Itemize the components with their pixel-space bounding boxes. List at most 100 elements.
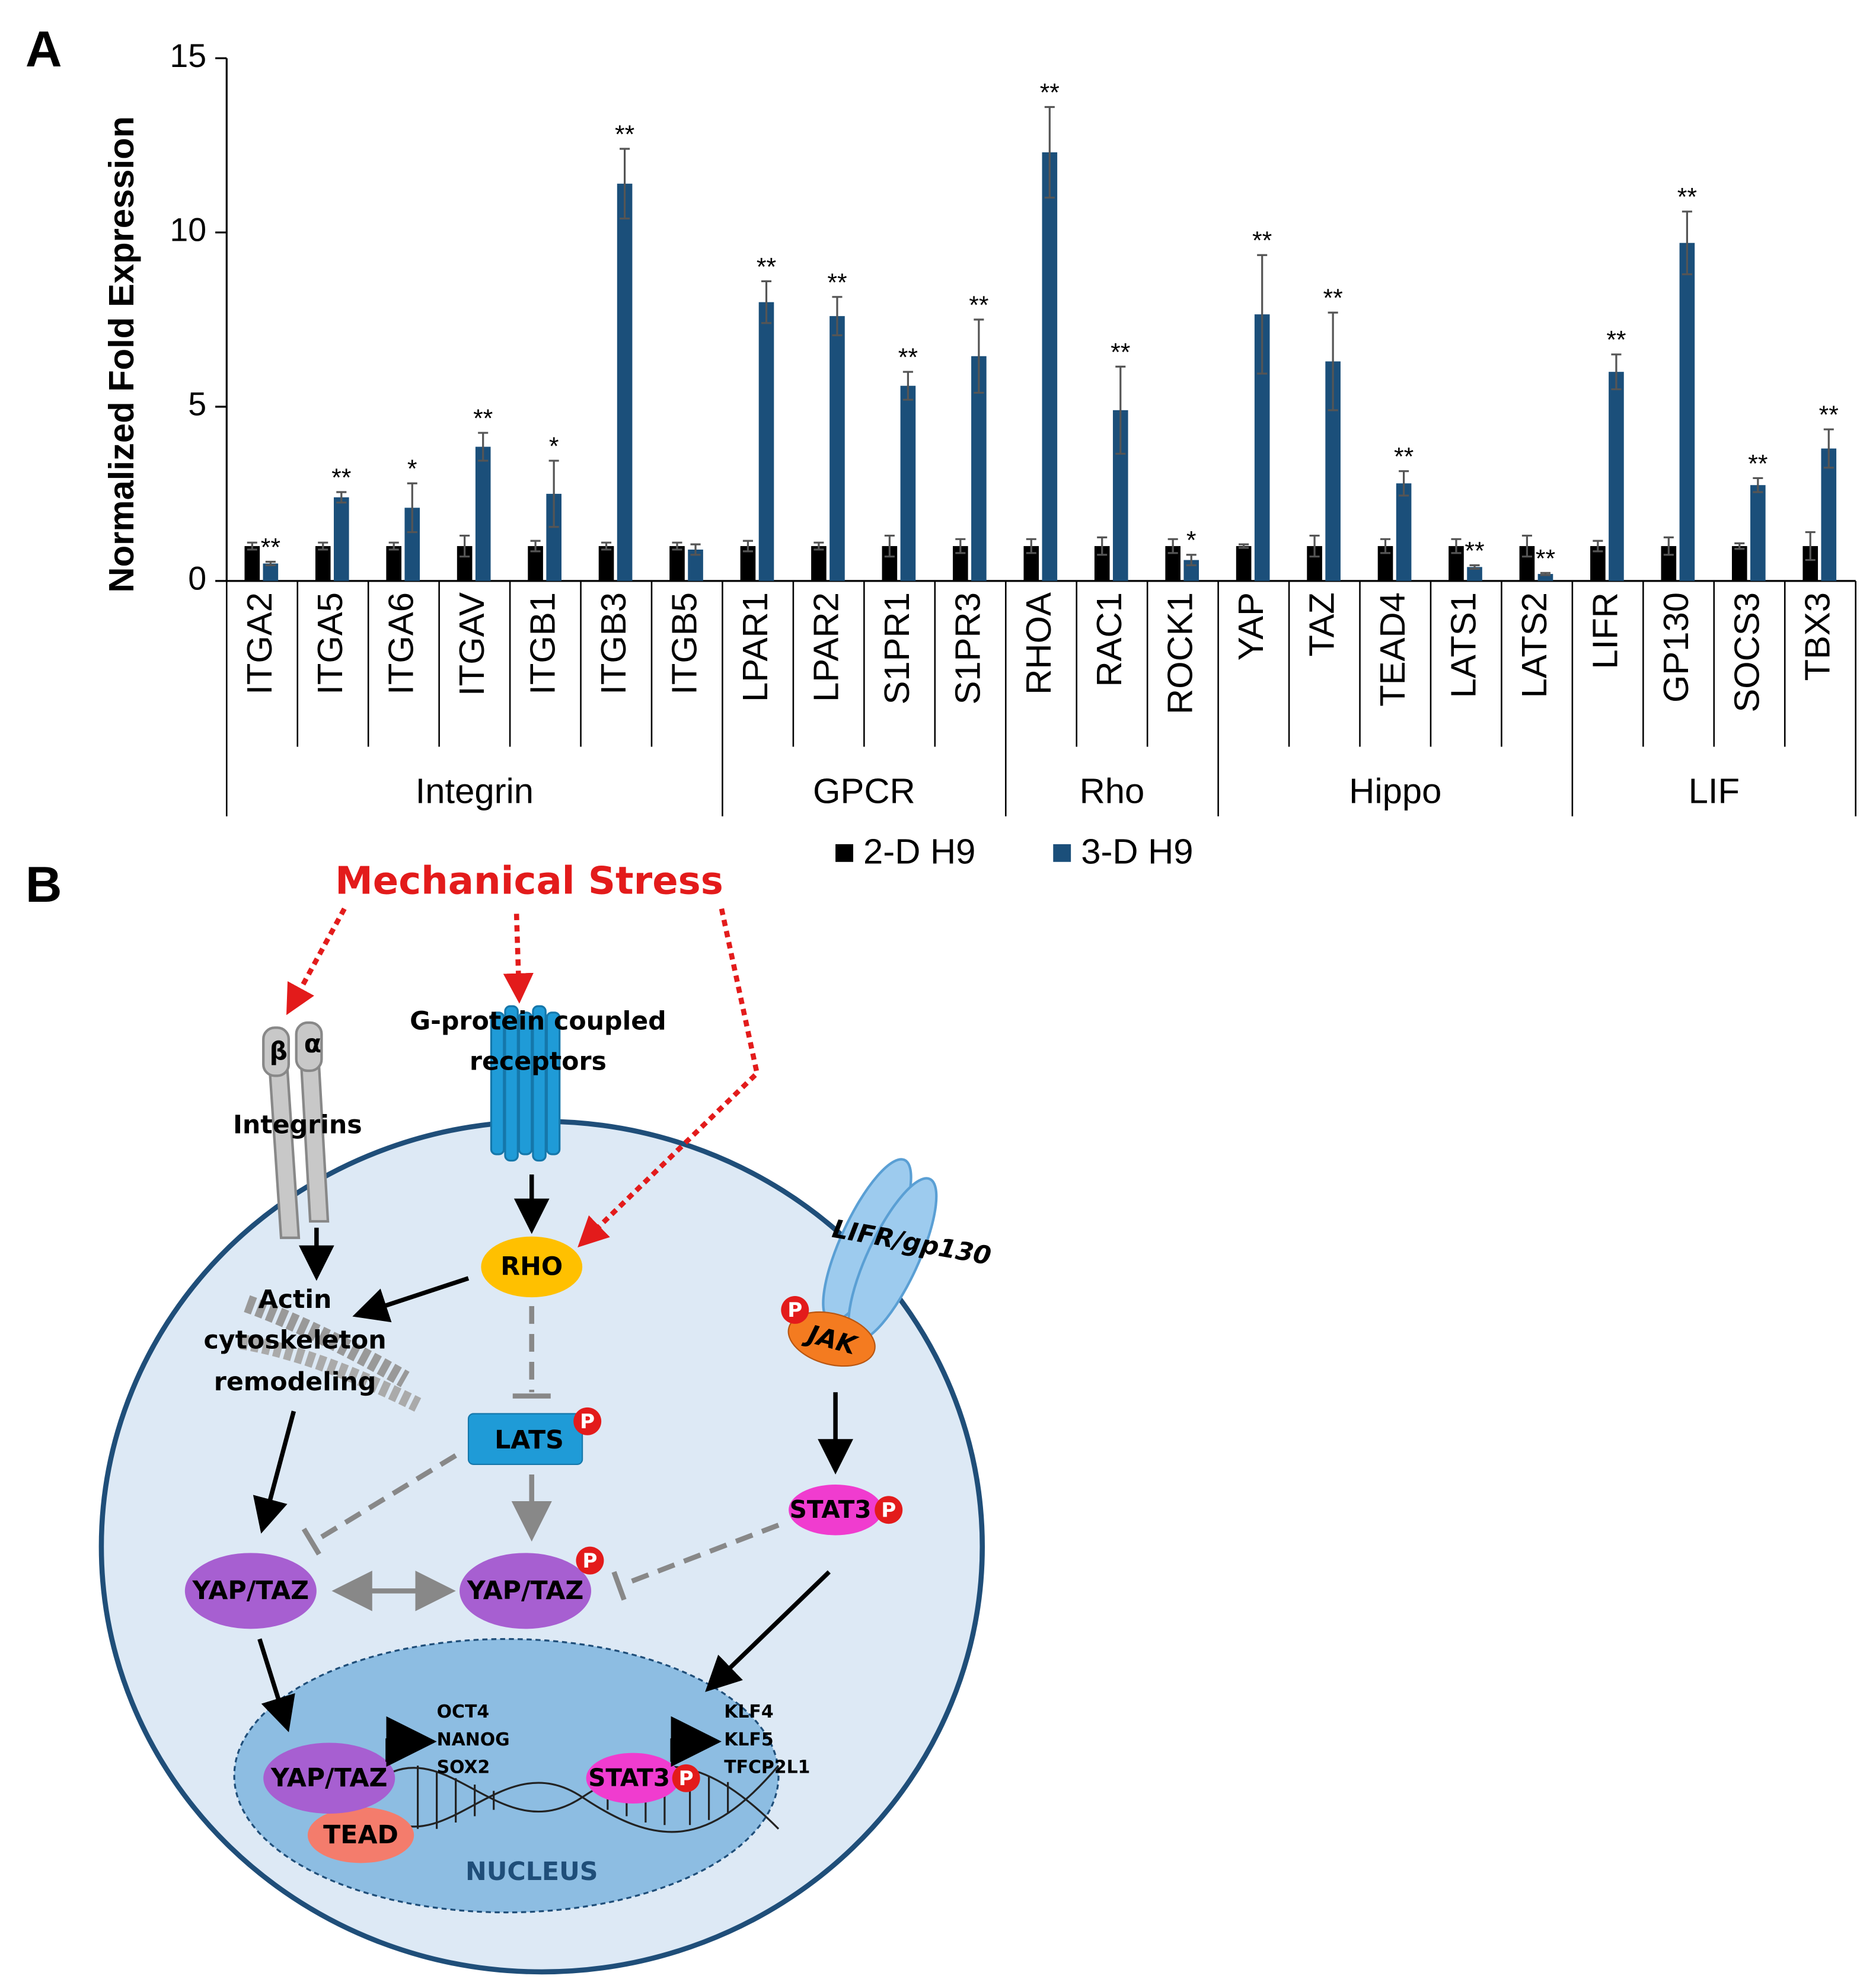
target-gene: SOX2 — [437, 1757, 490, 1778]
y-axis-title: Normalized Fold Expression — [101, 116, 141, 593]
bar — [900, 385, 916, 581]
bar — [811, 546, 827, 581]
target-gene: OCT4 — [437, 1702, 490, 1722]
error-bar — [388, 541, 399, 551]
error-bar — [1753, 477, 1763, 493]
x-tick-label: ITGB3 — [594, 592, 633, 695]
x-tick-label: ITGB1 — [523, 592, 563, 695]
x-tick-label: TAZ — [1302, 592, 1342, 656]
phospho-label: P — [679, 1767, 694, 1790]
error-bar — [247, 541, 257, 551]
x-tick-label: YAP — [1231, 592, 1271, 660]
x-tick-label: ITGA5 — [310, 592, 350, 695]
significance: ** — [473, 404, 493, 433]
stat3-node — [789, 1485, 883, 1536]
significance: ** — [1394, 443, 1414, 471]
error-bar — [690, 543, 701, 556]
alpha-label: α — [304, 1029, 321, 1059]
error-bar — [1186, 554, 1197, 566]
bar — [669, 546, 685, 581]
significance: ** — [898, 343, 918, 372]
bar — [263, 563, 279, 581]
bar — [1042, 152, 1058, 581]
error-bar — [478, 432, 489, 462]
x-tick-label: ITGA2 — [240, 592, 279, 695]
bar — [758, 302, 774, 581]
error-bar — [1451, 538, 1462, 554]
error-bar — [407, 482, 417, 534]
error-bar — [1540, 572, 1551, 576]
integrin-shape — [262, 1021, 330, 1239]
x-tick-label: LPAR1 — [735, 592, 775, 702]
x-tick-label: LIFR — [1585, 592, 1625, 669]
significance: ** — [1111, 338, 1130, 366]
error-bar — [1521, 534, 1532, 558]
error-bar — [902, 371, 913, 401]
inhibition-lines — [301, 1306, 780, 1611]
significance: * — [1186, 526, 1197, 555]
panel-label: A — [25, 21, 62, 78]
error-bar — [742, 540, 753, 553]
x-tick-label: ITGB5 — [664, 592, 704, 695]
yaptaz-node — [263, 1742, 395, 1814]
lats-label: LATS — [494, 1425, 564, 1455]
error-bar — [1593, 540, 1603, 553]
legend-swatch — [835, 844, 853, 862]
error-bar — [672, 541, 682, 551]
y-tick-label: 15 — [170, 37, 206, 74]
phospho-label: P — [582, 1549, 597, 1573]
error-bar — [1115, 365, 1126, 455]
bar — [1731, 546, 1747, 581]
significance: ** — [1677, 183, 1697, 212]
significance: ** — [1536, 544, 1555, 573]
bar — [1467, 567, 1482, 581]
yaptaz-node — [184, 1553, 317, 1629]
actin-filaments — [239, 1295, 422, 1412]
x-tick-label: TBX3 — [1798, 592, 1837, 681]
x-tick-label: LATS1 — [1443, 592, 1483, 698]
bar — [617, 183, 633, 581]
error-bar — [601, 541, 612, 551]
phospho-label: P — [580, 1410, 595, 1434]
tead-label: TEAD — [323, 1820, 398, 1850]
yaptaz-label: YAP/TAZ — [467, 1576, 584, 1606]
legend-swatch — [1053, 844, 1071, 862]
bar — [1821, 448, 1837, 581]
x-tick-label: ROCK1 — [1160, 592, 1200, 714]
rho-node — [481, 1236, 583, 1298]
x-tick-label: SOCS3 — [1727, 592, 1766, 713]
significance: ** — [1465, 537, 1484, 565]
error-bar — [1380, 538, 1391, 554]
phospho-label: P — [881, 1498, 896, 1522]
yaptaz-label: YAP/TAZ — [192, 1576, 310, 1606]
error-bar — [1682, 210, 1692, 276]
target-gene: NANOG — [437, 1729, 510, 1750]
tead-node — [307, 1807, 414, 1863]
dna — [392, 1764, 780, 1833]
x-tick-label: TEAD4 — [1373, 592, 1412, 707]
y-tick-label: 0 — [188, 560, 206, 597]
significance: ** — [1819, 401, 1839, 429]
error-bar — [1823, 428, 1834, 469]
error-bar — [460, 534, 470, 558]
error-bar — [884, 534, 895, 558]
error-bar — [1805, 531, 1816, 561]
pathway-diagram: Mechanical Stress β α Integrins G-protei… — [98, 860, 993, 1975]
error-bar — [1328, 311, 1338, 411]
gpcr-shape — [490, 1005, 561, 1162]
bar — [1537, 574, 1553, 581]
significance: ** — [1252, 226, 1272, 255]
error-bar — [1611, 353, 1622, 391]
x-tick-label: ITGA6 — [381, 592, 421, 695]
x-tick-label: RAC1 — [1089, 592, 1129, 687]
target-gene: KLF5 — [724, 1729, 773, 1750]
x-tick-label: S1PR1 — [877, 592, 917, 704]
error-bar — [1309, 534, 1320, 558]
yaptaz-label: YAP/TAZ — [270, 1763, 388, 1793]
error-bar — [1257, 254, 1268, 375]
significance: * — [407, 455, 417, 483]
phospho — [672, 1764, 700, 1792]
